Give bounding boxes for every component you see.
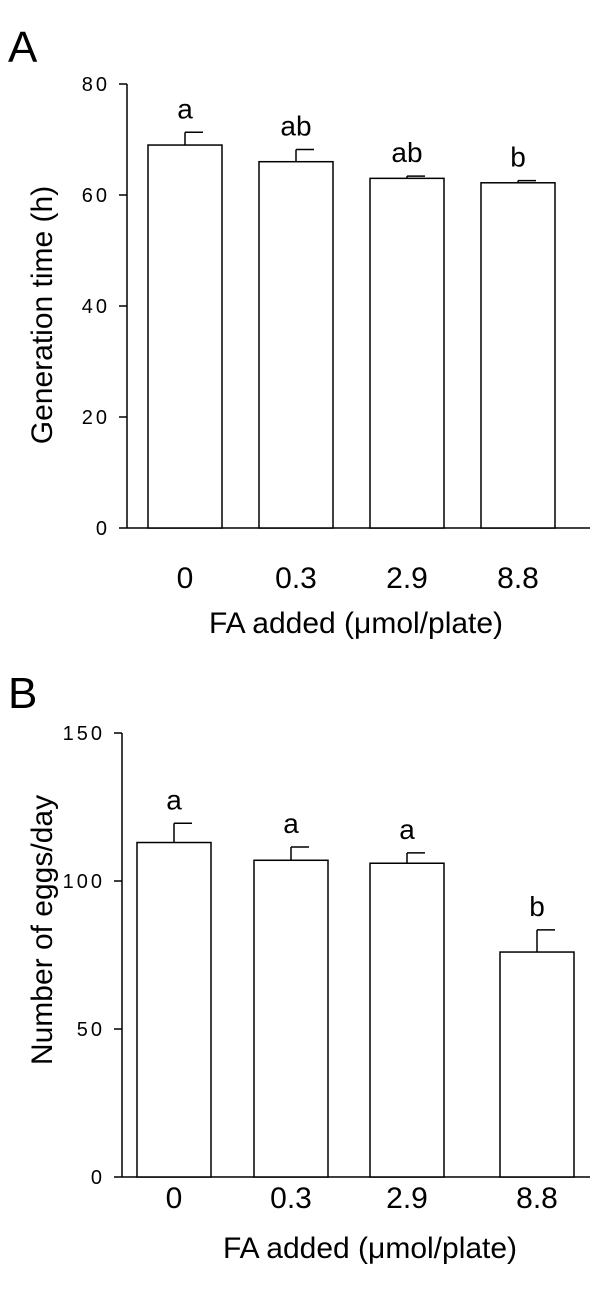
panel-b-bar xyxy=(253,859,329,1178)
panel-a-significance-label: ab xyxy=(280,110,311,141)
panel-b-x-tick-label: 0.3 xyxy=(270,1182,312,1215)
panel-a-y-tick-label: 80 xyxy=(82,74,110,96)
panel-b-significance-label: a xyxy=(283,808,299,839)
panel-a-x-tick-label: 2.9 xyxy=(386,562,428,595)
panel-b-x-tick-label: 0 xyxy=(166,1182,183,1215)
panel-b-x-tick-label: 8.8 xyxy=(516,1182,558,1215)
panel-a-x-tick-label: 8.8 xyxy=(497,562,539,595)
panel-b-significance-label: a xyxy=(399,814,415,845)
panel-b-bar xyxy=(136,841,212,1178)
panel-b-significance-label: a xyxy=(166,784,182,815)
panel-b-y-tick-label: 50 xyxy=(77,1019,105,1041)
panel-a: A Generation time (h) FA added (μmol/pla… xyxy=(8,23,590,640)
panel-a-x-tick-label: 0 xyxy=(177,562,194,595)
panel-a-y-tick-label: 20 xyxy=(82,407,110,429)
panel-b-x-tick-label: 2.9 xyxy=(386,1182,428,1215)
panel-a-significance-label: a xyxy=(177,93,193,124)
panel-a-bar xyxy=(258,160,334,529)
panel-a-significance-label: ab xyxy=(391,137,422,168)
panel-b-bar xyxy=(369,862,445,1178)
panel-b-letter: B xyxy=(8,669,37,718)
panel-b-significance-label: b xyxy=(529,891,545,922)
panel-a-bar xyxy=(369,177,445,529)
panel-a-bar xyxy=(480,182,556,529)
panel-b-y-tick-label: 0 xyxy=(91,1167,105,1189)
panel-a-x-tick-label: 0.3 xyxy=(275,562,317,595)
panel-a-y-axis-title: Generation time (h) xyxy=(26,186,59,444)
panel-b-y-tick-label: 150 xyxy=(63,723,105,745)
panel-a-significance-label: b xyxy=(510,142,526,173)
panel-a-y-tick-label: 60 xyxy=(82,185,110,207)
panel-a-letter: A xyxy=(8,23,38,72)
panel-b-y-axis-title: Number of eggs/day xyxy=(26,795,59,1065)
panel-b-y-tick-label: 100 xyxy=(63,871,105,893)
panel-b-bar xyxy=(499,951,575,1178)
panel-a-y-tick-label: 0 xyxy=(96,518,110,540)
panel-b-x-axis-title: FA added (μmol/plate) xyxy=(223,1232,517,1265)
panel-a-x-axis-title: FA added (μmol/plate) xyxy=(209,607,503,640)
panel-a-y-tick-label: 40 xyxy=(82,296,110,318)
panel-b: B Number of eggs/day FA added (μmol/plat… xyxy=(8,669,590,1265)
panel-a-bar xyxy=(147,144,223,529)
